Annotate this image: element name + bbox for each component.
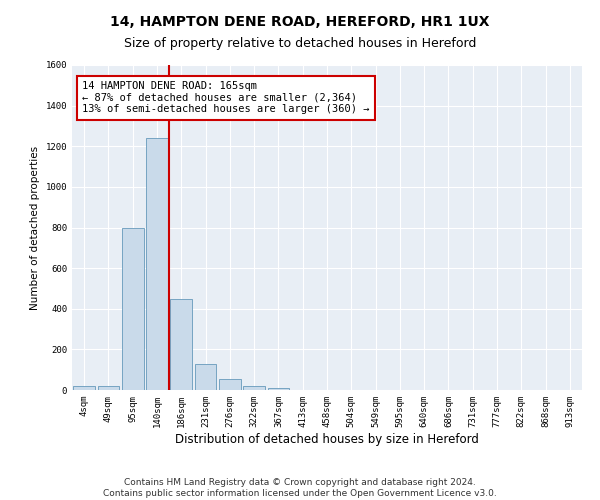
Bar	[146, 138, 168, 390]
Bar	[73, 386, 95, 390]
Text: 14 HAMPTON DENE ROAD: 165sqm
← 87% of detached houses are smaller (2,364)
13% of: 14 HAMPTON DENE ROAD: 165sqm ← 87% of de…	[82, 81, 370, 114]
Y-axis label: Number of detached properties: Number of detached properties	[30, 146, 40, 310]
Text: 14, HAMPTON DENE ROAD, HEREFORD, HR1 1UX: 14, HAMPTON DENE ROAD, HEREFORD, HR1 1UX	[110, 15, 490, 29]
Text: Contains HM Land Registry data © Crown copyright and database right 2024.
Contai: Contains HM Land Registry data © Crown c…	[103, 478, 497, 498]
X-axis label: Distribution of detached houses by size in Hereford: Distribution of detached houses by size …	[175, 432, 479, 446]
Bar	[122, 228, 143, 390]
Bar	[170, 298, 192, 390]
Text: Size of property relative to detached houses in Hereford: Size of property relative to detached ho…	[124, 38, 476, 51]
Bar	[243, 386, 265, 390]
Bar	[268, 388, 289, 390]
Bar	[97, 386, 119, 390]
Bar	[194, 364, 217, 390]
Bar	[219, 379, 241, 390]
